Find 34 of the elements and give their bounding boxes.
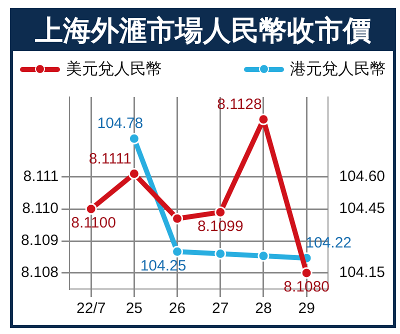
y-tick-label: 8.109 [20,232,59,250]
x-tick-label: 27 [212,300,229,318]
x-tick-label: 28 [255,300,272,318]
data-label: 8.1099 [197,218,244,235]
data-label: 8.1128 [217,96,262,114]
legend-label: 美元兌人民幣 [66,60,162,80]
point [128,168,140,180]
y-tick-label: 8.111 [23,168,59,186]
point [258,250,270,262]
y-tick-label: 8.108 [20,264,59,282]
x-tick-label: 29 [298,300,315,318]
x-tick-label: 25 [126,300,143,318]
point [128,132,140,144]
point [214,248,226,260]
y2-tick-label: 104.60 [339,168,386,186]
y2-tick-label: 104.15 [339,264,386,282]
data-label: 8.1080 [284,278,330,296]
legend-label: 港元兌人民幣 [290,60,386,80]
point [300,267,312,279]
data-label: 104.22 [306,234,352,252]
point [172,246,184,258]
data-label: 8.1111 [88,150,132,168]
y2-tick-label: 104.45 [339,200,386,218]
point [172,212,184,224]
data-label: 8.1100 [71,214,116,232]
point [214,206,226,218]
data-label: 104.25 [140,257,186,274]
data-label: 104.78 [97,115,144,132]
point [85,203,97,215]
y-tick-label: 8.110 [22,200,59,218]
x-tick-label: 26 [168,300,186,318]
x-tick-label: 22/7 [76,300,106,318]
point [258,114,270,126]
chart-title: 上海外滙市場人民幣收市價 [13,11,393,51]
